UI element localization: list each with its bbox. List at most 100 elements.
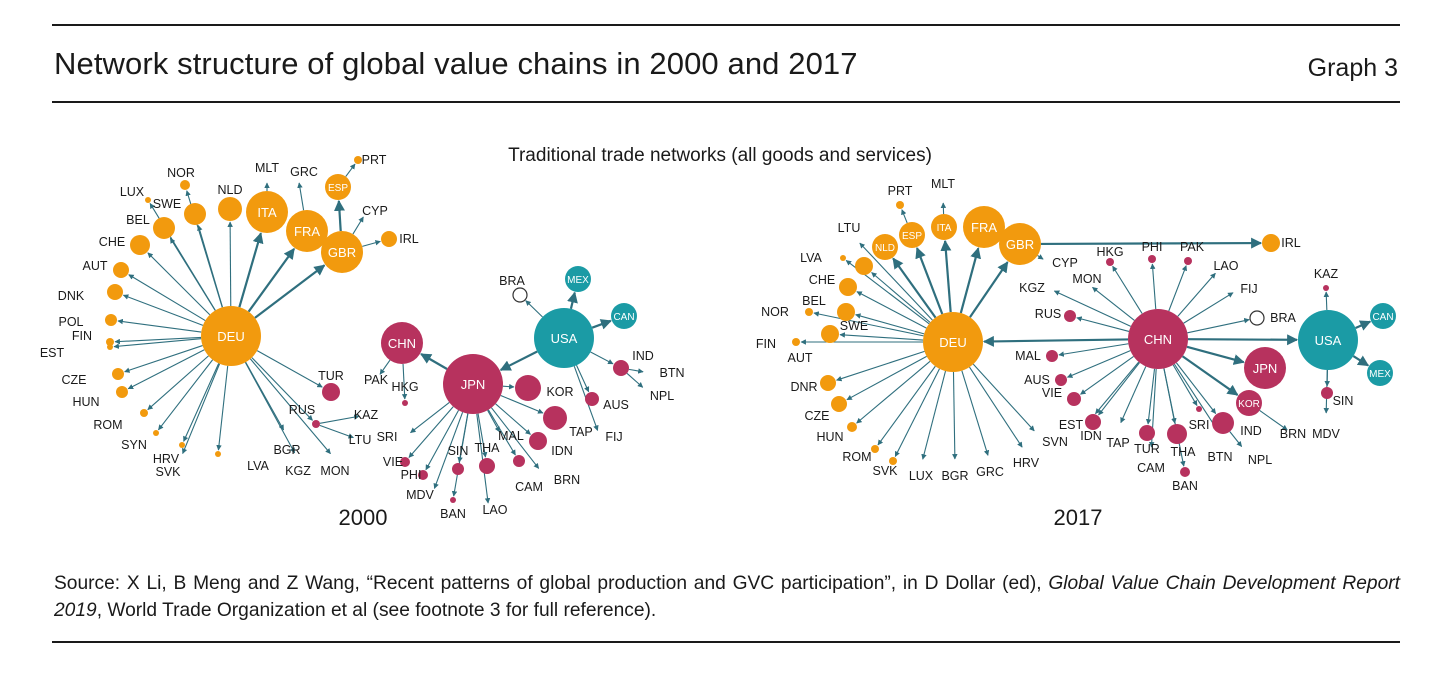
edge-DEU-FRA <box>247 247 295 313</box>
node-TUR-2017 <box>1139 425 1155 441</box>
node-label-MAL: MAL <box>498 429 524 443</box>
node-label-VIE: VIE <box>1042 386 1062 400</box>
node-label-KAZ: KAZ <box>354 408 379 422</box>
edge-USA-AUS <box>576 365 590 393</box>
node-label-AUS: AUS <box>1024 373 1050 387</box>
node-label-USA: USA <box>551 331 578 346</box>
node-DEU-2000 <box>201 306 261 366</box>
node-label-SRI: SRI <box>1189 418 1210 432</box>
edge-CHN-KOR <box>1181 355 1239 396</box>
edge-DEU-RUS <box>251 357 313 421</box>
bottom-rule <box>52 641 1400 643</box>
edge-DEU-HRV <box>969 366 1023 448</box>
edge-IND-NPL <box>1229 431 1243 447</box>
node-DEU-2017 <box>923 312 983 372</box>
node-USA-2000 <box>534 308 594 368</box>
node-HKG-2017 <box>1106 258 1114 266</box>
nodes-2000: DEU JPN USA CHN GBR FRA ITA ESP MEX CAN NLD SWE NOR L… <box>40 153 685 521</box>
node-BRA-2000 <box>512 287 528 303</box>
edge-DEU-LUX <box>921 370 947 460</box>
node-BAN-2000 <box>450 497 456 503</box>
edge-DEU-AUT <box>839 332 924 341</box>
node-label-MLT: MLT <box>255 161 279 175</box>
node-label-THA: THA <box>475 441 501 455</box>
node-label-HUN: HUN <box>816 430 843 444</box>
node-label-MDV: MDV <box>1312 427 1340 441</box>
node-label-CAM: CAM <box>515 480 543 494</box>
node-label-DEU: DEU <box>217 329 244 344</box>
edge-RUS-LTU <box>319 424 354 439</box>
node-NLD-2000 <box>218 197 242 221</box>
node-ROM-2000 <box>140 409 148 417</box>
node-label-RUS: RUS <box>289 403 315 417</box>
node-JPN-2017 <box>1244 347 1286 389</box>
edge-IND-BTN <box>628 368 644 374</box>
network-2017: DEU CHN USA JPN KOR GBR FRA ITA ESP NLD CAN MEX PRT M… <box>756 177 1396 530</box>
node-HRV-2000 <box>179 442 185 448</box>
source-prefix: Source: X Li, B Meng and Z Wang, “Recent… <box>54 573 1049 594</box>
node-AUS-2017 <box>1055 374 1067 386</box>
edge-CHN-IDN <box>1098 362 1140 416</box>
node-NLD-2017 <box>872 234 898 260</box>
node-label-CHE: CHE <box>809 273 835 287</box>
node-label-CAM: CAM <box>1137 461 1165 475</box>
node-label-ROM: ROM <box>93 418 122 432</box>
edge-USA-KAZ <box>1323 291 1330 311</box>
edge-DEU-ITA <box>238 232 264 308</box>
node-BAN-2017 <box>1180 467 1190 477</box>
node-label-HRV: HRV <box>1013 456 1040 470</box>
node-label-SVK: SVK <box>872 464 898 478</box>
edge-GBR-IRL <box>1040 237 1263 249</box>
edge-DEU-DNK <box>122 294 204 326</box>
node-KOR-2017 <box>1236 390 1262 416</box>
edge-JPN-KOR <box>502 383 515 390</box>
node-label-BRA: BRA <box>499 274 525 288</box>
node-FIN-2000 <box>106 338 114 346</box>
node-label-DNK: DNK <box>58 289 85 303</box>
edge-JPN-CHN <box>420 353 448 370</box>
node-label-JPN: JPN <box>461 377 486 392</box>
node-label-JPN: JPN <box>1253 361 1278 376</box>
edge-USA-CAN <box>1355 320 1372 331</box>
node-label-PAK: PAK <box>364 373 389 387</box>
node-CAM-2000 <box>513 455 525 467</box>
node-label-DNR: DNR <box>790 380 817 394</box>
node-label-KGZ: KGZ <box>1019 281 1045 295</box>
node-label-NLD: NLD <box>217 183 242 197</box>
node-label-GRC: GRC <box>290 165 318 179</box>
node-label-BRA: BRA <box>1270 311 1296 325</box>
node-label-IND: IND <box>1240 424 1262 438</box>
node-label-BTN: BTN <box>660 366 685 380</box>
node-BEL-2017 <box>839 278 857 296</box>
edge-DEU-NOR <box>813 311 924 337</box>
edge-JPN-SIN <box>457 413 469 463</box>
node-label-CZE: CZE <box>62 373 87 387</box>
edge-DEU-GBR <box>969 261 1009 318</box>
node-label-SVK: SVK <box>155 465 181 479</box>
node-label-KOR: KOR <box>1238 399 1260 410</box>
node-MAL-2017 <box>1046 350 1058 362</box>
node-ITA-2000 <box>246 191 288 233</box>
node-label-IRL: IRL <box>399 232 419 246</box>
edge-GBR-CYP <box>1037 254 1044 260</box>
node-label-BTN: BTN <box>1208 450 1233 464</box>
edge-DEU-GBR <box>254 264 326 319</box>
node-label-MAL: MAL <box>1015 349 1041 363</box>
edge-DEU-BEL <box>856 291 927 329</box>
node-label-BAN: BAN <box>440 507 466 521</box>
edge-DEU-MON <box>249 358 331 455</box>
node-label-PAK: PAK <box>1180 240 1205 254</box>
node-label-CHN: CHN <box>1144 332 1172 347</box>
node-NOR-2000 <box>180 180 190 190</box>
node-PHI-2017 <box>1148 255 1156 263</box>
node-label-LAO: LAO <box>482 503 507 517</box>
node-label-KAZ: KAZ <box>1314 267 1339 281</box>
node-label-SVN: SVN <box>1042 435 1068 449</box>
node-label-GRC: GRC <box>976 465 1004 479</box>
edge-DEU-SVK <box>182 363 221 455</box>
edge-CHN-VIE <box>1080 355 1134 395</box>
node-label-ESP: ESP <box>902 231 922 242</box>
edge-JPN-MDV <box>433 411 464 489</box>
network-2000: DEU JPN USA CHN GBR FRA ITA ESP MEX CAN NLD SWE NOR L… <box>40 153 685 530</box>
node-MEX-2017 <box>1367 360 1393 386</box>
